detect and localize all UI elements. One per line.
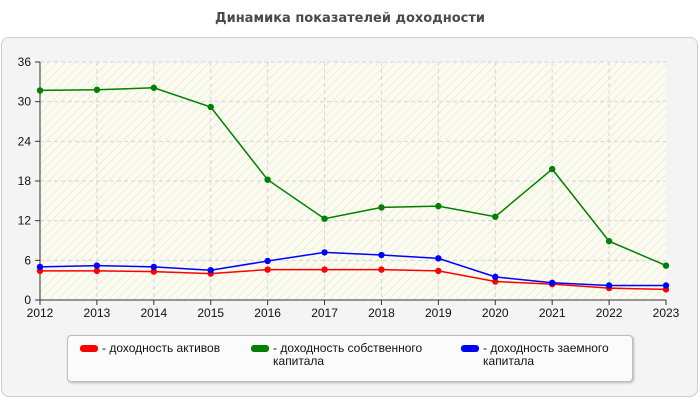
- series-point-1: [492, 213, 499, 220]
- series-point-2: [492, 273, 499, 281]
- y-tick-label: 6: [24, 253, 31, 267]
- series-point-2: [36, 263, 44, 271]
- axes: [35, 61, 667, 305]
- legend-label-assets: - доходность активов: [102, 341, 221, 355]
- series-point-2: [548, 279, 556, 287]
- series-point-1: [150, 84, 158, 91]
- series-point-0: [150, 268, 158, 275]
- tick-labels: 0 6 12 18 24 30 36 2012 2013 2014 2015 2016 2017 2018…: [18, 55, 680, 320]
- series-line-2: [39, 251, 666, 287]
- series-line-1: [39, 87, 667, 267]
- series-point-1: [435, 202, 442, 210]
- legend-swatch-debt: [461, 345, 479, 352]
- series-point-2: [662, 282, 670, 289]
- y-tick-label: 30: [18, 95, 32, 109]
- y-tick-label: 36: [18, 55, 32, 69]
- x-tick-label: 2013: [84, 306, 111, 320]
- series-point-0: [264, 266, 271, 273]
- series-point-0: [435, 267, 442, 275]
- y-tick-label: 12: [18, 214, 32, 228]
- series-point-1: [548, 165, 556, 173]
- x-tick-label: 2016: [254, 306, 281, 320]
- y-tick-label: 18: [18, 174, 32, 188]
- series-point-2: [150, 263, 158, 271]
- series-point-1: [36, 87, 44, 94]
- series-line-0: [40, 268, 667, 291]
- legend-swatch-equity: [251, 345, 269, 352]
- series-point-1: [662, 262, 670, 269]
- legend-item-equity: - доходность собственного капитала: [251, 342, 441, 368]
- series-point-2: [435, 255, 442, 262]
- series-point-0: [93, 267, 101, 275]
- series-point-0: [378, 266, 385, 273]
- series-point-2: [264, 257, 271, 265]
- series-point-1: [321, 215, 328, 222]
- legend-item-assets: - доходность активов: [80, 342, 250, 355]
- series-point-1: [93, 86, 101, 93]
- series-point-2: [321, 249, 328, 256]
- x-tick-label: 2015: [197, 306, 224, 320]
- x-tick-label: 2021: [539, 306, 566, 320]
- x-tick-label: 2023: [653, 306, 680, 320]
- series-point-2: [93, 262, 101, 269]
- legend: - доходность активов - доходность собств…: [67, 335, 633, 382]
- legend-label-equity: - доходность собственного капитала: [273, 341, 423, 368]
- chart-title: Динамика показателей доходности: [215, 11, 485, 26]
- legend-swatch-assets: [80, 345, 98, 352]
- legend-label-debt: - доходность заемного капитала: [483, 341, 609, 368]
- x-tick-label: 2019: [425, 306, 452, 320]
- series-point-0: [492, 278, 499, 285]
- series-layer: [36, 84, 670, 293]
- x-tick-label: 2018: [368, 306, 395, 320]
- x-tick-label: 2012: [27, 306, 54, 320]
- x-tick-label: 2017: [311, 306, 338, 320]
- series-point-2: [605, 282, 613, 289]
- series-point-0: [321, 266, 328, 273]
- series-point-1: [207, 103, 214, 111]
- series-point-2: [207, 267, 214, 274]
- x-tick-label: 2014: [140, 306, 167, 320]
- legend-item-debt: - доходность заемного капитала: [461, 342, 626, 368]
- x-tick-label: 2020: [482, 306, 509, 320]
- series-point-1: [378, 204, 385, 211]
- series-point-1: [605, 237, 613, 245]
- series-point-1: [264, 176, 271, 183]
- y-tick-label: 0: [24, 293, 31, 307]
- x-tick-label: 2022: [596, 306, 623, 320]
- y-tick-label: 24: [18, 134, 32, 148]
- series-point-2: [378, 251, 385, 259]
